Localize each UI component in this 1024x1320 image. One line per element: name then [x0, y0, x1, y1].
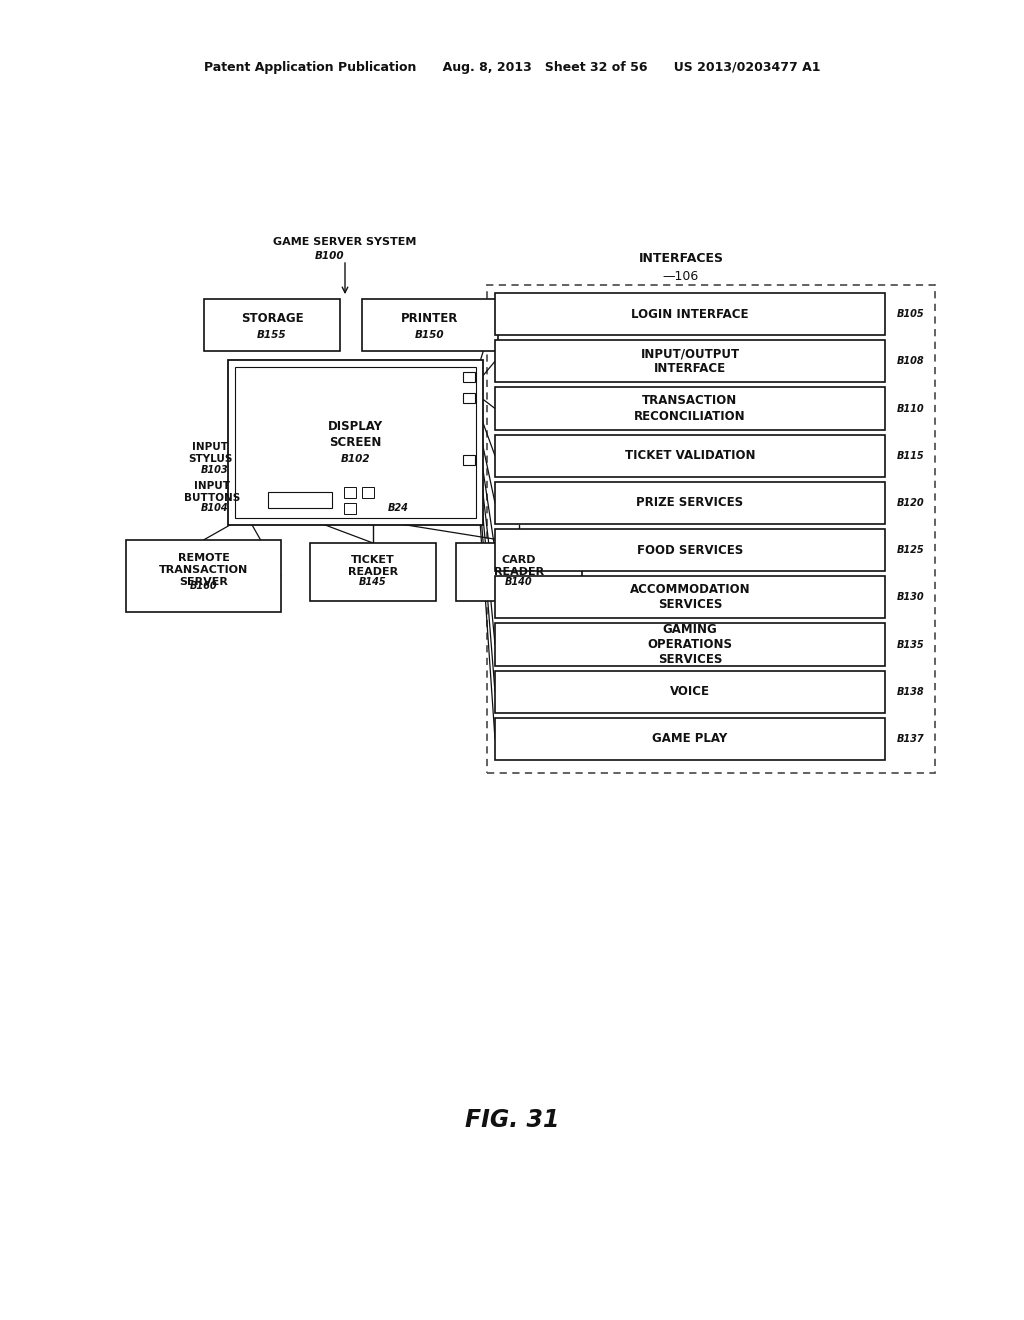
Bar	[495, 482, 885, 524]
Text: B135: B135	[897, 639, 925, 649]
Text: PRINTER: PRINTER	[401, 313, 459, 326]
Text: ACCOMMODATION
SERVICES: ACCOMMODATION SERVICES	[630, 583, 751, 611]
Bar	[495, 671, 885, 713]
Text: REMOTE
TRANSACTION
SERVER: REMOTE TRANSACTION SERVER	[159, 553, 248, 586]
Text: VOICE: VOICE	[670, 685, 710, 698]
Text: GAME PLAY: GAME PLAY	[652, 733, 728, 746]
Text: FOOD SERVICES: FOOD SERVICES	[637, 544, 743, 557]
Text: B115: B115	[897, 450, 925, 461]
Text: B138: B138	[897, 686, 925, 697]
Bar	[204, 300, 340, 351]
Bar	[495, 387, 885, 429]
Bar	[268, 492, 332, 508]
Bar	[362, 300, 498, 351]
Text: B145: B145	[359, 577, 387, 587]
Text: INPUT
STYLUS: INPUT STYLUS	[187, 442, 232, 463]
Text: TRANSACTION
RECONCILIATION: TRANSACTION RECONCILIATION	[634, 395, 745, 422]
Text: B130: B130	[897, 593, 925, 602]
Text: B105: B105	[897, 309, 925, 319]
Text: TICKET VALIDATION: TICKET VALIDATION	[625, 449, 756, 462]
Bar	[344, 503, 356, 513]
Bar	[310, 543, 436, 601]
Text: B102: B102	[341, 454, 371, 463]
Bar	[495, 623, 885, 665]
Bar	[234, 367, 476, 517]
Text: B140: B140	[505, 577, 532, 587]
Text: GAMING
OPERATIONS
SERVICES: GAMING OPERATIONS SERVICES	[647, 623, 732, 667]
Bar	[495, 577, 885, 618]
Bar	[463, 372, 475, 381]
Bar	[495, 341, 885, 383]
Text: DISPLAY
SCREEN: DISPLAY SCREEN	[328, 421, 383, 449]
Text: B155: B155	[257, 330, 287, 341]
Bar	[463, 455, 475, 465]
Text: INPUT/OUTPUT
INTERFACE: INPUT/OUTPUT INTERFACE	[640, 347, 739, 375]
Text: TICKET
READER: TICKET READER	[348, 556, 398, 577]
Bar	[495, 718, 885, 760]
Text: B110: B110	[897, 404, 925, 413]
Bar	[495, 293, 885, 335]
Text: B137: B137	[897, 734, 925, 744]
Text: B104: B104	[201, 503, 228, 513]
Bar	[495, 434, 885, 477]
Text: Patent Application Publication      Aug. 8, 2013   Sheet 32 of 56      US 2013/0: Patent Application Publication Aug. 8, 2…	[204, 62, 820, 74]
Bar	[362, 487, 374, 498]
Text: PRIZE SERVICES: PRIZE SERVICES	[637, 496, 743, 510]
Text: STORAGE: STORAGE	[241, 313, 303, 326]
Text: B125: B125	[897, 545, 925, 556]
Text: LOGIN INTERFACE: LOGIN INTERFACE	[631, 308, 749, 321]
Bar	[463, 393, 475, 403]
Text: B160: B160	[189, 581, 217, 591]
Text: GAME SERVER SYSTEM: GAME SERVER SYSTEM	[273, 238, 417, 247]
Bar	[456, 543, 582, 601]
Text: INPUT
BUTTONS: INPUT BUTTONS	[184, 482, 240, 503]
Text: B150: B150	[415, 330, 444, 341]
Bar	[495, 529, 885, 572]
Text: —106: —106	[663, 269, 699, 282]
Bar	[344, 487, 356, 498]
Bar	[487, 285, 935, 774]
Text: B120: B120	[897, 498, 925, 508]
Text: INTERFACES: INTERFACES	[639, 252, 724, 264]
Bar	[126, 540, 281, 612]
Text: CARD
READER: CARD READER	[494, 556, 544, 577]
Text: B103: B103	[201, 465, 228, 475]
Text: B24: B24	[387, 503, 409, 513]
Text: B100: B100	[315, 251, 345, 261]
Text: B108: B108	[897, 356, 925, 366]
Text: FIG. 31: FIG. 31	[465, 1107, 559, 1133]
Bar	[228, 360, 483, 525]
